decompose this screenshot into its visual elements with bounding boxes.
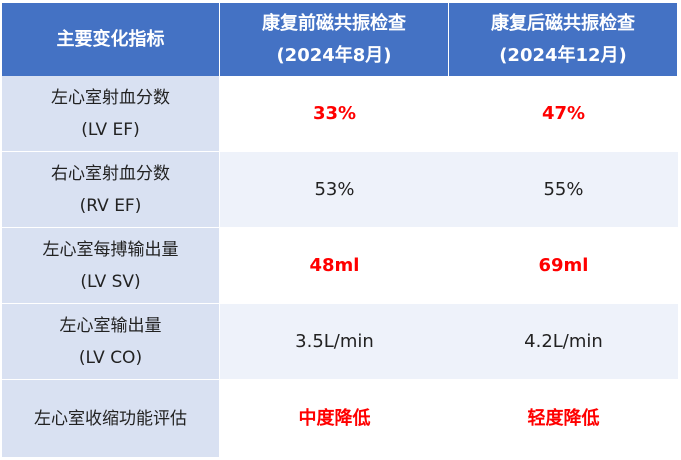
lv-systolic-before-value: 中度降低 bbox=[298, 407, 371, 429]
header-before: 康复前磁共振检查 (2024年8月) bbox=[220, 3, 449, 76]
header-after: 康复后磁共振检查 (2024年12月) bbox=[449, 3, 678, 76]
header-before-date: (2024年8月) bbox=[276, 44, 392, 66]
lv-sv-before-value: 48ml bbox=[309, 254, 360, 276]
rv-ef-after-cell: 55% bbox=[449, 152, 678, 228]
header-before-title: 康复前磁共振检查 bbox=[262, 12, 406, 34]
row-label-lv-co: 左心室输出量 (LV CO) bbox=[2, 304, 220, 380]
header-after-title: 康复后磁共振检查 bbox=[491, 12, 635, 34]
row-label-text: 左心室射血分数 bbox=[51, 87, 170, 108]
lv-ef-after-value: 47% bbox=[541, 102, 586, 124]
header-after-date: (2024年12月) bbox=[499, 44, 627, 66]
comparison-table: 主要变化指标 康复前磁共振检查 (2024年8月) 康复后磁共振检查 (2024… bbox=[2, 3, 678, 457]
lv-co-after-cell: 4.2L/min bbox=[449, 304, 678, 380]
row-label-abbr: (LV CO) bbox=[78, 347, 143, 368]
lv-co-after-value: 4.2L/min bbox=[524, 330, 603, 352]
lv-sv-after-cell: 69ml bbox=[449, 228, 678, 304]
lv-ef-before-cell: 33% bbox=[220, 76, 449, 152]
row-label-text: 右心室射血分数 bbox=[51, 163, 170, 184]
lv-sv-after-value: 69ml bbox=[538, 254, 589, 276]
row-label-abbr: (LV SV) bbox=[80, 271, 141, 292]
row-label-abbr: (LV EF) bbox=[81, 119, 140, 140]
lv-systolic-before-cell: 中度降低 bbox=[220, 380, 449, 457]
rv-ef-before-value: 53% bbox=[314, 178, 355, 200]
header-indicator-label: 主要变化指标 bbox=[56, 28, 165, 50]
rv-ef-after-value: 55% bbox=[543, 178, 584, 200]
row-label-lv-sv: 左心室每搏输出量 (LV SV) bbox=[2, 228, 220, 304]
lv-sv-before-cell: 48ml bbox=[220, 228, 449, 304]
row-label-abbr: (RV EF) bbox=[79, 195, 142, 216]
row-label-text: 左心室收缩功能评估 bbox=[34, 408, 187, 429]
header-indicator: 主要变化指标 bbox=[2, 3, 220, 76]
lv-ef-before-value: 33% bbox=[312, 102, 357, 124]
lv-co-before-cell: 3.5L/min bbox=[220, 304, 449, 380]
lv-ef-after-cell: 47% bbox=[449, 76, 678, 152]
row-label-text: 左心室输出量 bbox=[59, 315, 162, 336]
lv-systolic-after-value: 轻度降低 bbox=[527, 407, 600, 429]
row-label-rv-ef: 右心室射血分数 (RV EF) bbox=[2, 152, 220, 228]
row-label-lv-systolic: 左心室收缩功能评估 bbox=[2, 380, 220, 457]
rv-ef-before-cell: 53% bbox=[220, 152, 449, 228]
row-label-text: 左心室每搏输出量 bbox=[42, 239, 179, 260]
row-label-lv-ef: 左心室射血分数 (LV EF) bbox=[2, 76, 220, 152]
lv-systolic-after-cell: 轻度降低 bbox=[449, 380, 678, 457]
lv-co-before-value: 3.5L/min bbox=[295, 330, 374, 352]
